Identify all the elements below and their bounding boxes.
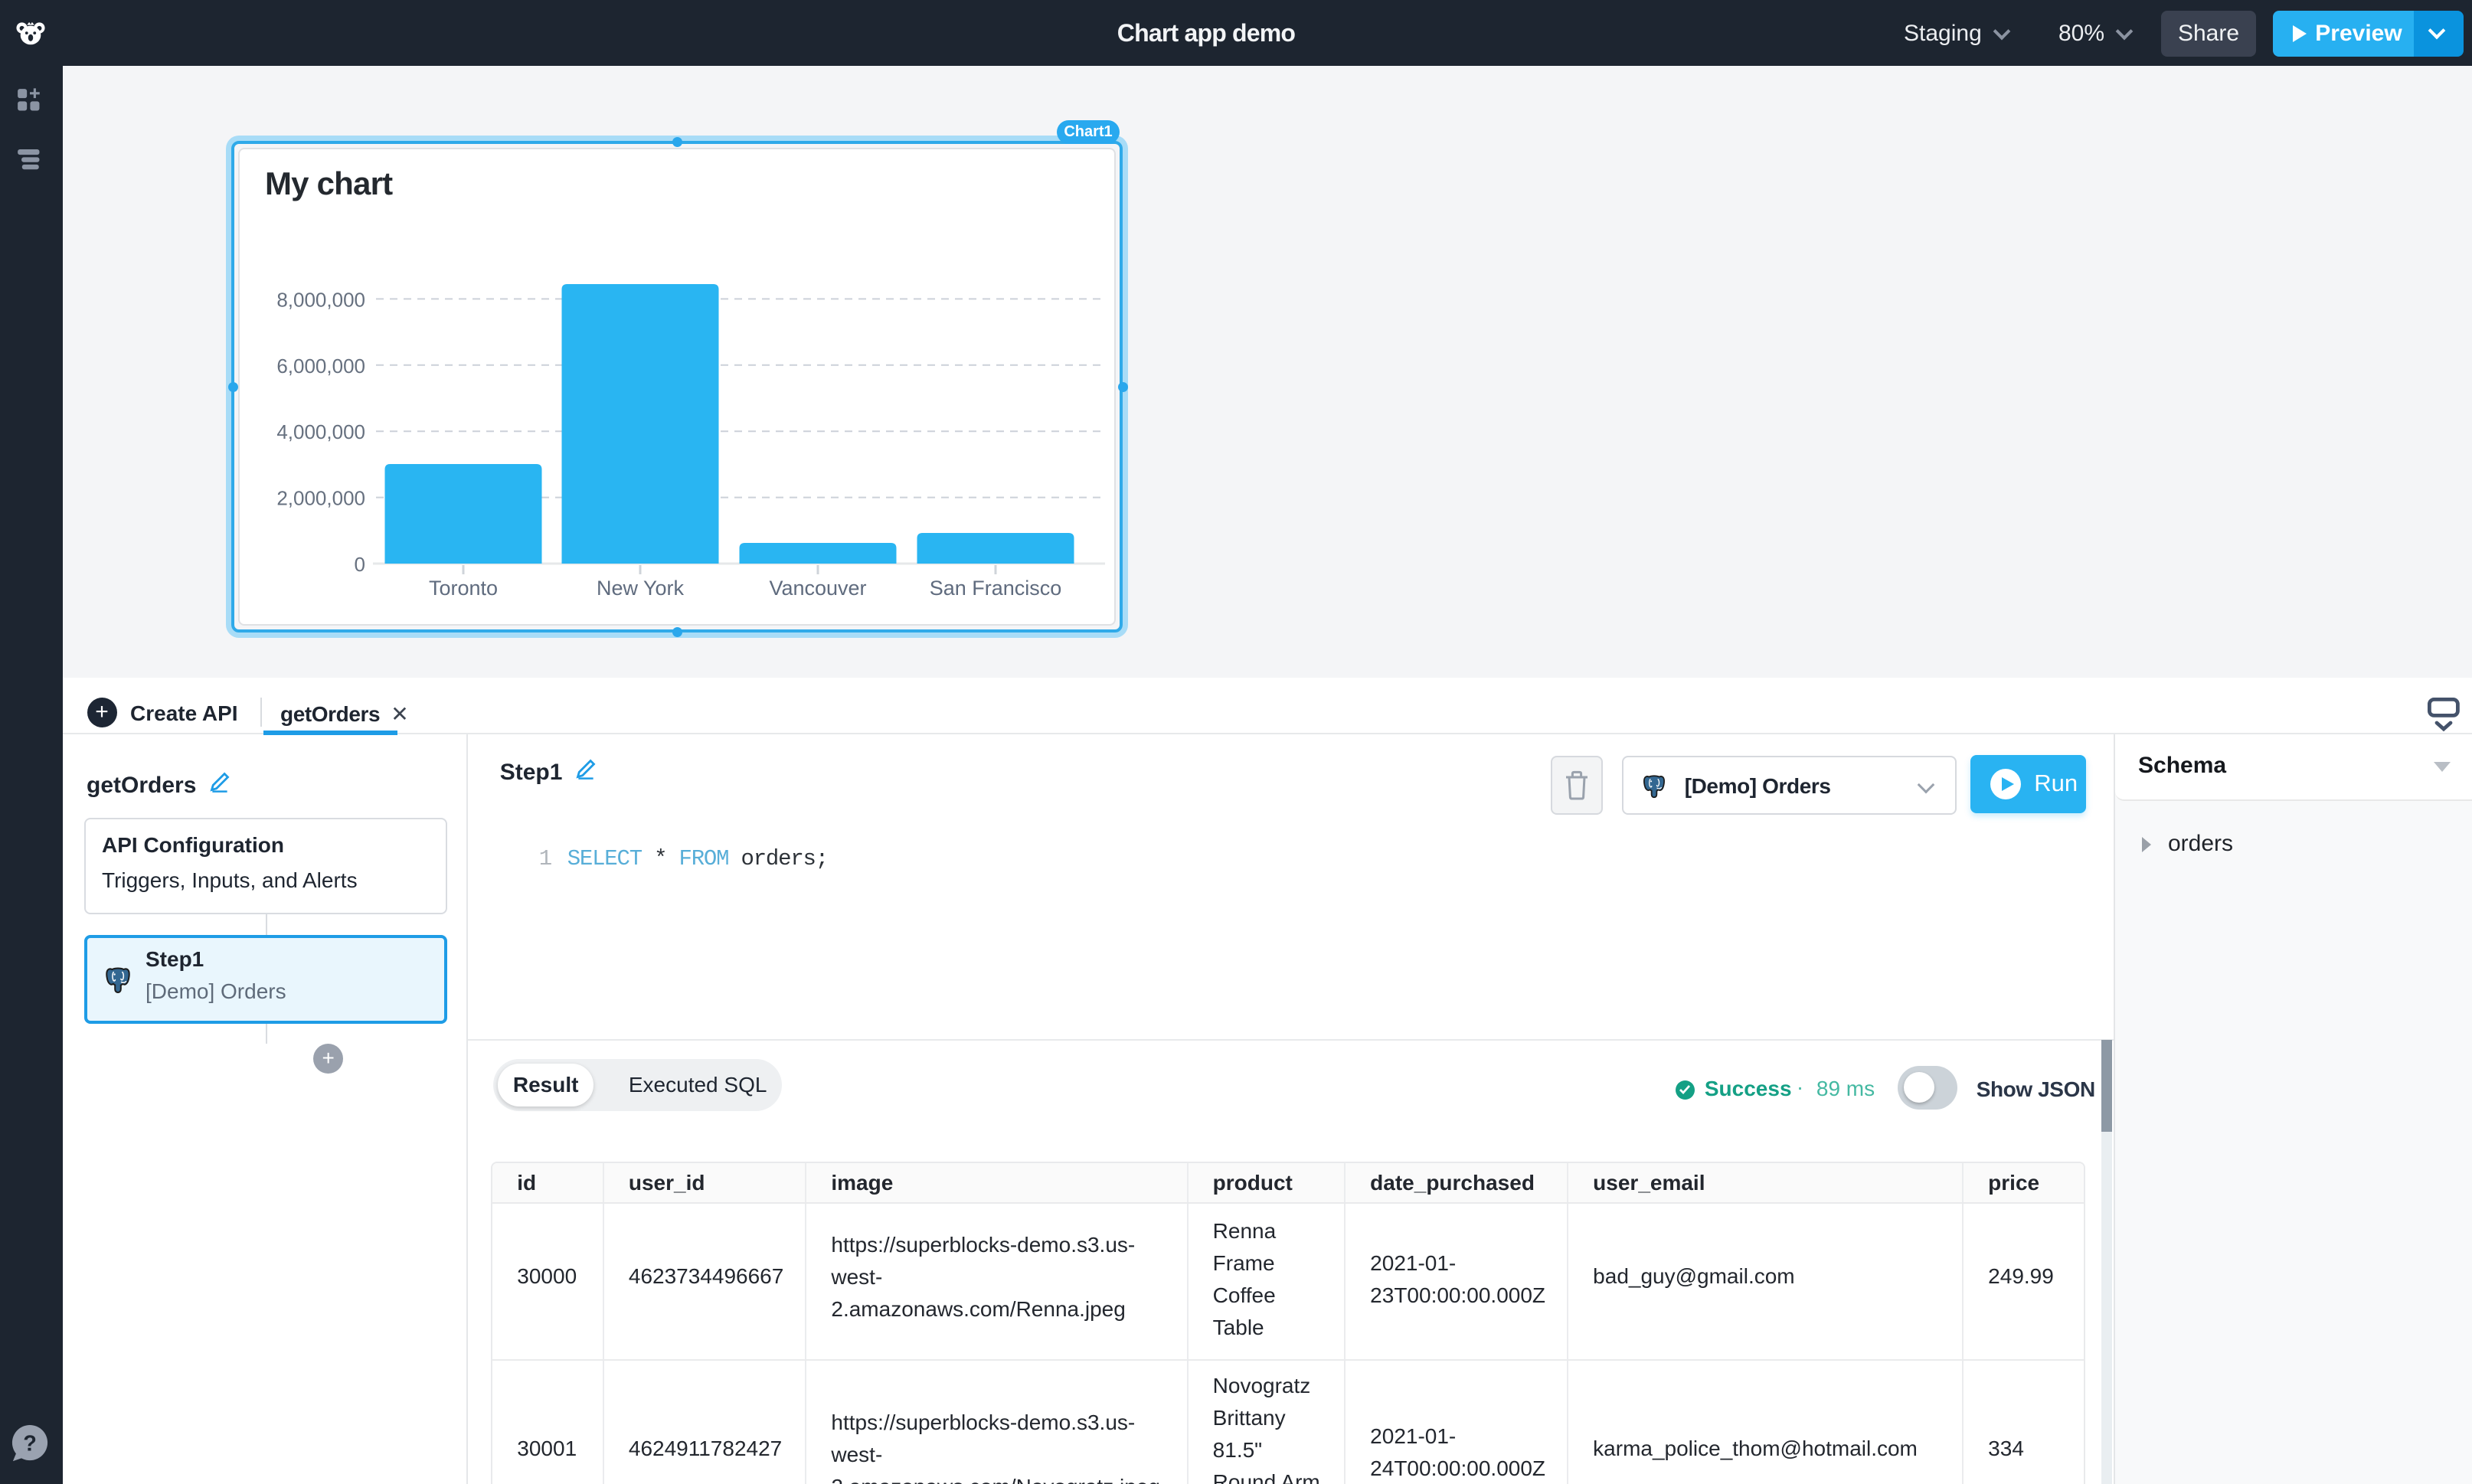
svg-text:6,000,000: 6,000,000 xyxy=(276,355,365,378)
svg-text:8,000,000: 8,000,000 xyxy=(276,288,365,311)
svg-text:San Francisco: San Francisco xyxy=(930,577,1062,600)
svg-text:Vancouver: Vancouver xyxy=(769,577,866,600)
svg-text:2,000,000: 2,000,000 xyxy=(276,487,365,510)
svg-text:0: 0 xyxy=(355,553,365,576)
svg-text:Toronto: Toronto xyxy=(429,577,498,600)
svg-text:4,000,000: 4,000,000 xyxy=(276,420,365,443)
svg-text:?: ? xyxy=(23,1432,37,1456)
svg-text:New York: New York xyxy=(597,577,685,600)
